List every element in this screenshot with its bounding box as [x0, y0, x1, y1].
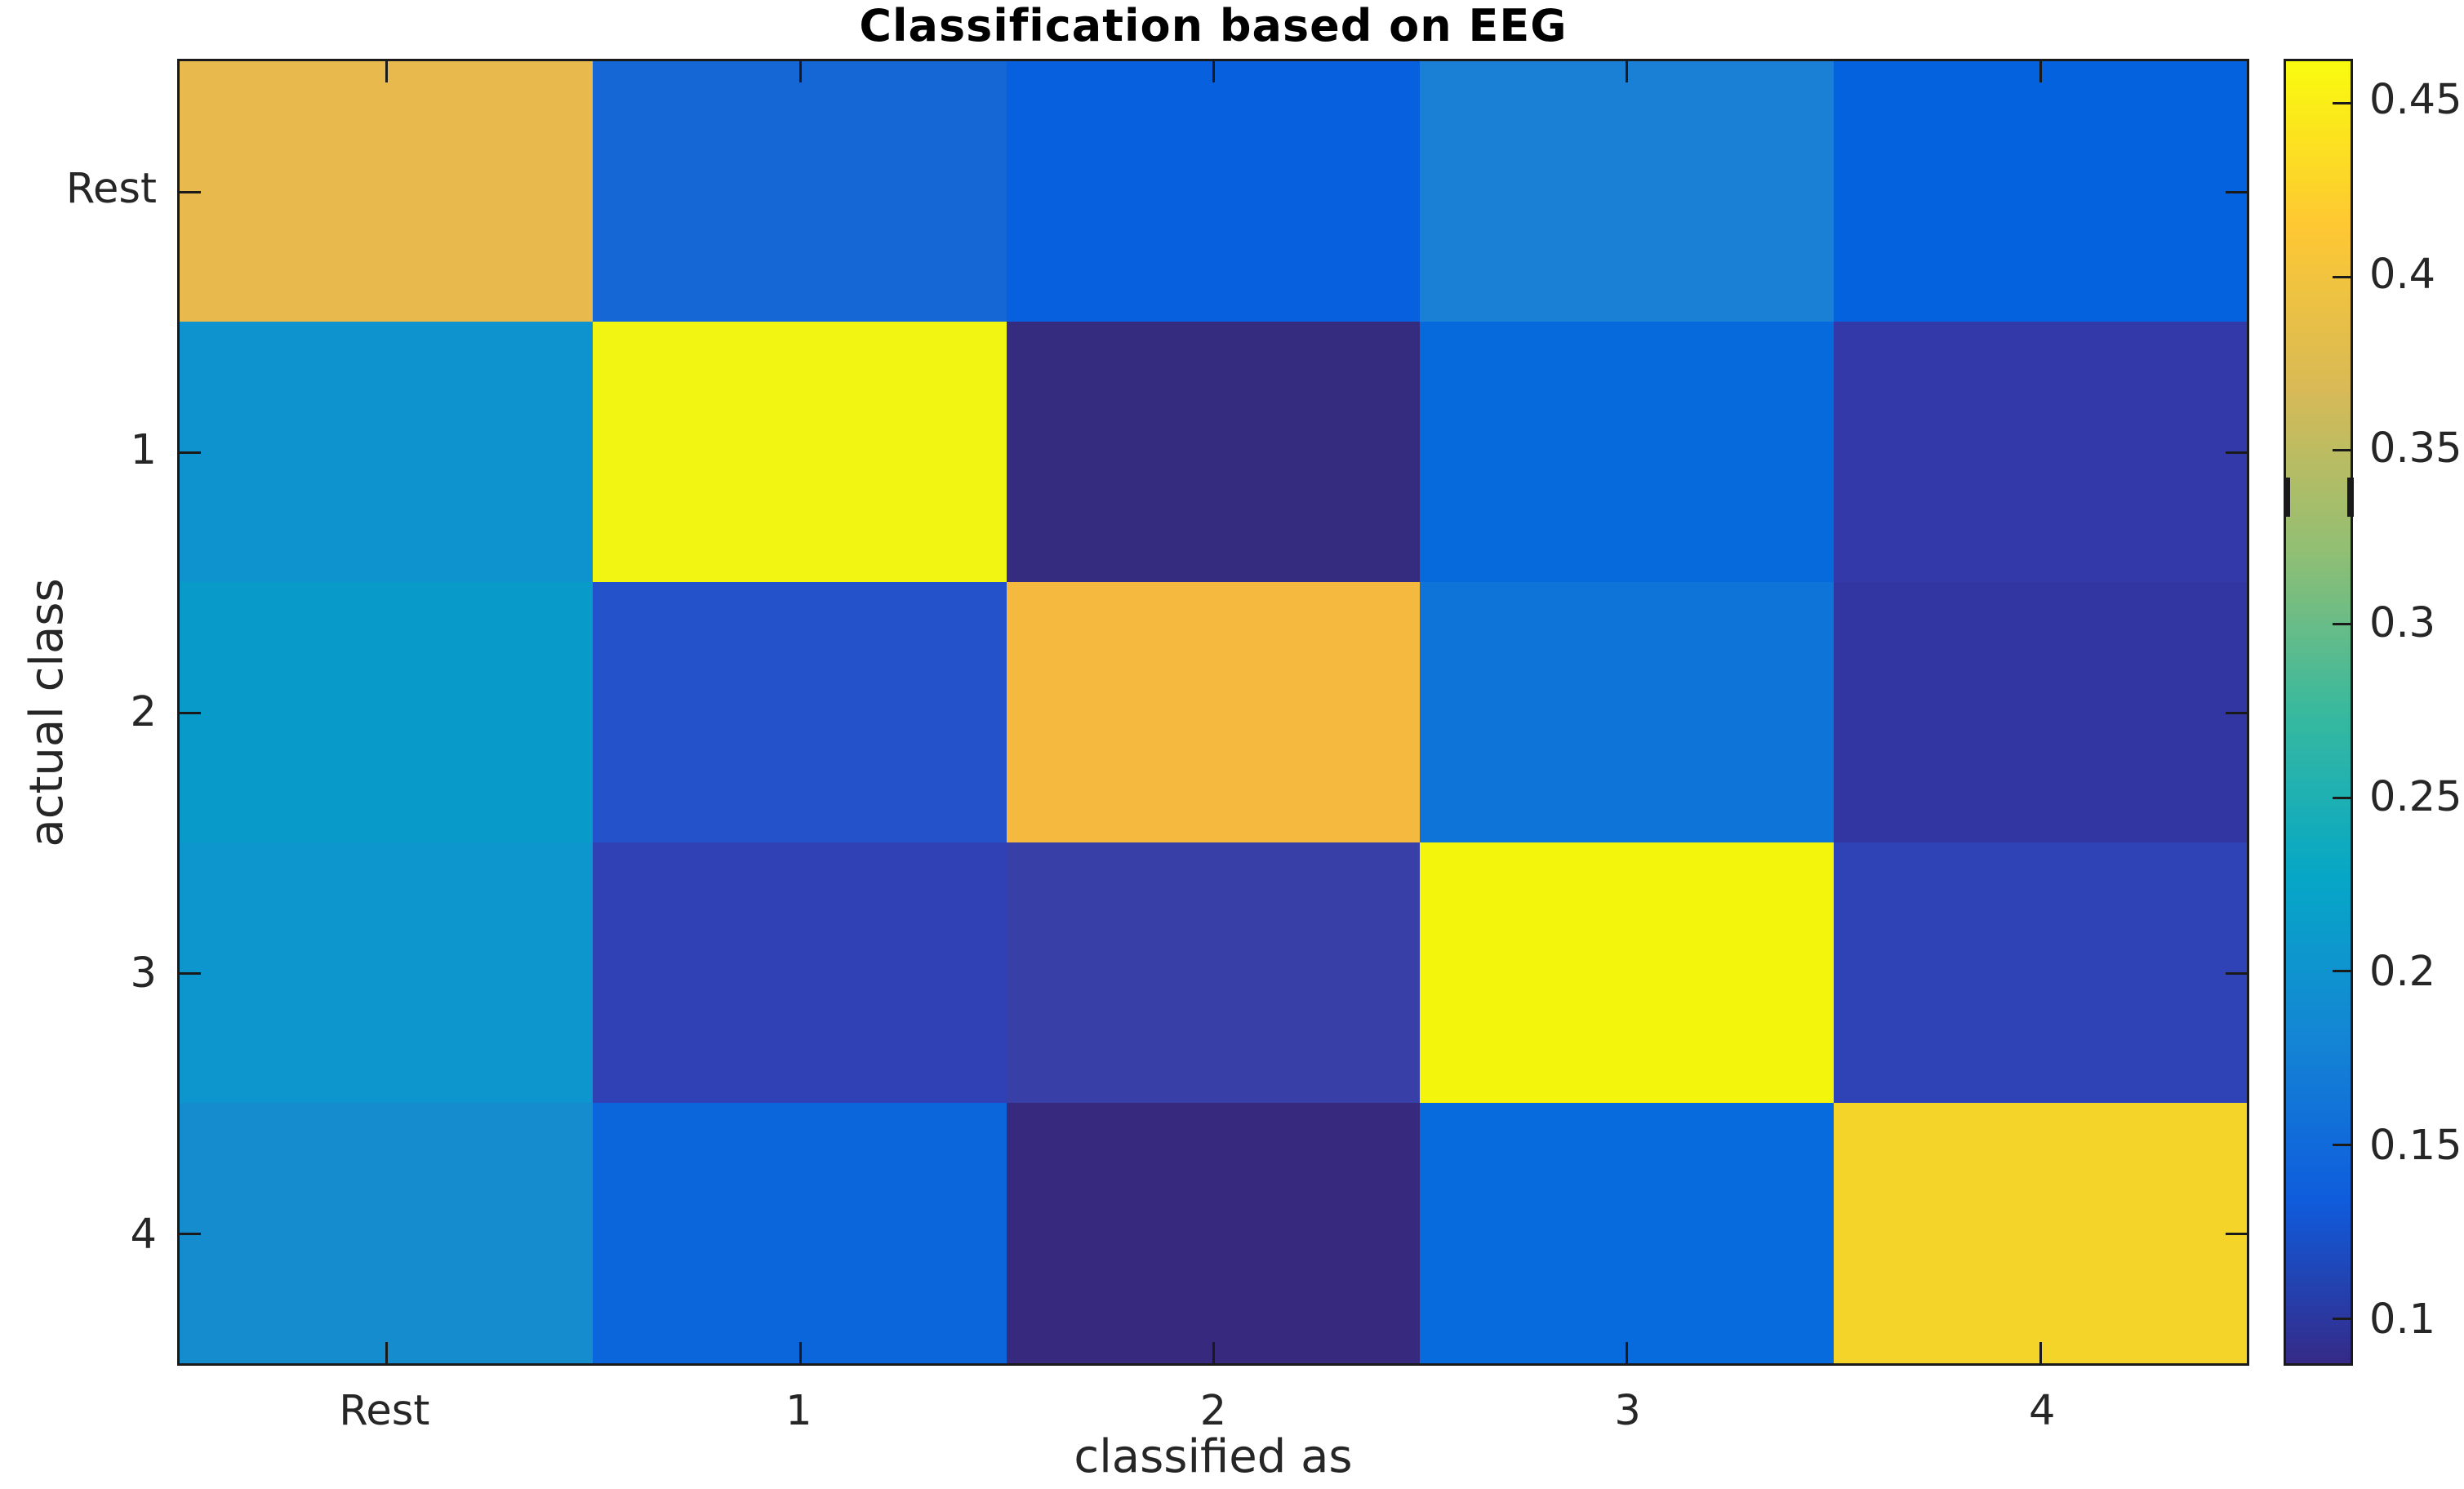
x-tick-label-4: 4	[2028, 1387, 2056, 1435]
x-tick-bottom	[385, 1342, 389, 1363]
heatmap-cell-4-4	[1833, 1103, 2247, 1363]
colorbar-tick-0.4	[2333, 275, 2351, 278]
x-tick-bottom	[798, 1342, 802, 1363]
colorbar	[2284, 59, 2354, 1366]
y-tick-right	[2226, 190, 2247, 193]
y-axis-label: actual class	[20, 578, 73, 847]
heatmap-cell-Rest-1	[593, 61, 1009, 323]
heatmap-cell-3-1	[593, 842, 1009, 1105]
x-tick-label-2: 2	[1199, 1387, 1227, 1435]
y-tick-right	[2226, 1232, 2247, 1235]
x-tick-bottom	[1626, 1342, 1629, 1363]
x-tick-label-Rest: Rest	[339, 1387, 430, 1435]
heatmap-plot	[177, 59, 2249, 1366]
heatmap-cell-1-2	[1006, 322, 1423, 584]
x-tick-label-3: 3	[1614, 1387, 1641, 1435]
y-tick-label-3: 3	[130, 949, 157, 998]
heatmap-cell-2-2	[1006, 582, 1423, 844]
heatmap-cell-1-3	[1420, 322, 1836, 584]
heatmap-cell-4-3	[1420, 1103, 1836, 1363]
colorbar-tick-label-0.25: 0.25	[2369, 773, 2462, 822]
colorbar-tick-0.35	[2333, 449, 2351, 452]
heatmap-cell-3-Rest	[180, 842, 596, 1105]
x-tick-top	[1212, 61, 1215, 82]
y-tick-left	[180, 971, 201, 975]
heatmap-cell-1-1	[593, 322, 1009, 584]
y-tick-label-2: 2	[130, 687, 157, 736]
colorbar-tick-label-0.3: 0.3	[2369, 598, 2436, 647]
x-tick-bottom	[2039, 1342, 2042, 1363]
x-tick-top	[385, 61, 389, 82]
heatmap-cell-1-Rest	[180, 322, 596, 584]
heatmap-cell-2-Rest	[180, 582, 596, 844]
colorbar-tick-label-0.1: 0.1	[2369, 1296, 2436, 1345]
x-axis-label: classified as	[1074, 1430, 1353, 1483]
colorbar-tick-label-0.15: 0.15	[2369, 1122, 2462, 1171]
heatmap-cell-Rest-4	[1833, 61, 2247, 323]
colorbar-tick-0.2	[2333, 970, 2351, 973]
y-tick-label-1: 1	[130, 426, 157, 475]
colorbar-tick-label-0.35: 0.35	[2369, 424, 2462, 473]
x-tick-top	[2039, 61, 2042, 82]
colorbar-left-edge-artifact	[2285, 478, 2290, 517]
heatmap-cell-2-3	[1420, 582, 1836, 844]
heatmap-cell-4-1	[593, 1103, 1009, 1363]
y-tick-right	[2226, 451, 2247, 454]
colorbar-right-edge-artifact	[2347, 478, 2354, 517]
y-tick-right	[2226, 971, 2247, 975]
heatmap-cell-3-3	[1420, 842, 1836, 1105]
colorbar-tick-label-0.45: 0.45	[2369, 76, 2462, 125]
heatmap-cell-4-2	[1006, 1103, 1423, 1363]
heatmap-cell-Rest-2	[1006, 61, 1423, 323]
heatmap-cell-Rest-3	[1420, 61, 1836, 323]
x-tick-top	[1626, 61, 1629, 82]
y-tick-left	[180, 451, 201, 454]
heatmap-cell-4-Rest	[180, 1103, 596, 1363]
colorbar-tick-label-0.2: 0.2	[2369, 947, 2436, 996]
y-tick-left	[180, 190, 201, 193]
heatmap-cell-3-2	[1006, 842, 1423, 1105]
heatmap-cell-Rest-Rest	[180, 61, 596, 323]
y-tick-right	[2226, 711, 2247, 714]
heatmap-cell-2-1	[593, 582, 1009, 844]
x-tick-top	[798, 61, 802, 82]
heatmap-cell-2-4	[1833, 582, 2247, 844]
x-tick-label-1: 1	[785, 1387, 812, 1435]
y-tick-left	[180, 711, 201, 714]
colorbar-tick-0.1	[2333, 1317, 2351, 1320]
heatmap-cell-1-4	[1833, 322, 2247, 584]
x-tick-bottom	[1212, 1342, 1215, 1363]
chart-title: Classification based on EEG	[859, 0, 1568, 51]
colorbar-tick-0.15	[2333, 1144, 2351, 1147]
y-tick-label-Rest: Rest	[65, 165, 157, 214]
heatmap-cell-3-4	[1833, 842, 2247, 1105]
colorbar-tick-0.3	[2333, 623, 2351, 626]
colorbar-tick-0.25	[2333, 796, 2351, 799]
y-tick-label-4: 4	[130, 1210, 157, 1259]
y-tick-left	[180, 1232, 201, 1235]
colorbar-tick-0.45	[2333, 102, 2351, 105]
colorbar-tick-label-0.4: 0.4	[2369, 250, 2436, 299]
